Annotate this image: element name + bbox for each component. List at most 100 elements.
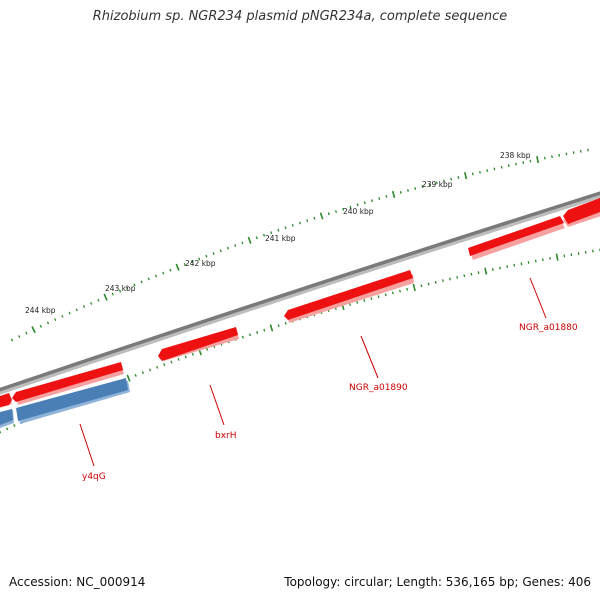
inner-ring-major-tick xyxy=(555,253,559,261)
outer-ring-minor-tick xyxy=(39,324,42,328)
inner-ring-minor-tick xyxy=(156,365,159,369)
inner-ring-minor-tick xyxy=(420,284,423,288)
inner-ring-minor-tick xyxy=(170,360,173,364)
gene-forward-1[interactable] xyxy=(563,198,600,227)
outer-ring-minor-tick xyxy=(46,321,50,325)
gene-ngr-a01880[interactable] xyxy=(468,216,565,260)
outer-ring-minor-tick xyxy=(385,195,388,198)
outer-ring-minor-tick xyxy=(234,244,237,247)
outer-ring-minor-tick xyxy=(370,199,374,203)
outer-ring-minor-tick xyxy=(90,301,93,305)
inner-ring-minor-tick xyxy=(0,430,2,434)
outer-ring-minor-tick xyxy=(349,205,352,209)
outer-ring-minor-tick xyxy=(486,169,489,172)
gene-y4qg[interactable] xyxy=(16,378,130,424)
inner-ring-minor-tick xyxy=(248,333,252,337)
outer-ring-minor-tick xyxy=(18,335,21,339)
inner-ring-minor-tick xyxy=(477,271,480,275)
outer-ring-minor-tick xyxy=(97,298,100,302)
inner-ring-major-tick xyxy=(269,324,274,332)
inner-ring-minor-tick xyxy=(134,373,137,377)
outer-ring-minor-tick xyxy=(262,233,266,237)
inner-ring-minor-tick xyxy=(506,265,509,269)
gene-bxrh[interactable] xyxy=(158,327,239,361)
inner-ring-major-tick xyxy=(126,374,131,382)
gene-y4qg-upstream-forward[interactable] xyxy=(12,362,124,405)
outer-ring-major-tick xyxy=(464,172,468,180)
outer-ring-major-tick xyxy=(175,263,180,271)
outer-ring-minor-tick xyxy=(169,268,172,272)
inner-ring-minor-tick xyxy=(491,268,494,272)
leader-ngr-a01880 xyxy=(529,277,547,319)
backbone-arc xyxy=(0,191,600,392)
gene-left-edge-reverse[interactable] xyxy=(0,409,14,428)
gene-left-edge-forward[interactable] xyxy=(0,393,12,408)
inner-ring-minor-tick xyxy=(177,357,180,361)
outer-ring-minor-tick xyxy=(111,292,114,296)
inner-ring-minor-tick xyxy=(456,275,459,279)
outer-ring-minor-tick xyxy=(443,179,445,183)
outer-ring-minor-tick xyxy=(399,191,402,194)
inner-ring-minor-tick xyxy=(520,262,523,266)
gene-label-y4qg: y4qG xyxy=(82,472,106,482)
map-title: Rhizobium sp. NGR234 plasmid pNGR234a, c… xyxy=(92,9,508,24)
inner-ring-minor-tick xyxy=(470,272,473,276)
inner-ring-minor-tick xyxy=(463,274,466,278)
inner-ring-minor-tick xyxy=(527,261,530,264)
outer-ring-minor-tick xyxy=(75,308,78,312)
outer-ring-minor-tick xyxy=(277,228,280,232)
inner-ring-minor-tick xyxy=(384,293,387,297)
inner-ring-minor-tick xyxy=(399,289,401,293)
inner-ring-minor-tick xyxy=(499,266,501,270)
outer-ring-minor-tick xyxy=(162,271,165,275)
outer-ring-minor-tick xyxy=(334,210,338,213)
inner-ring-major-tick xyxy=(412,283,416,292)
outer-ring-minor-tick xyxy=(522,161,525,165)
scale-label-242: 242 kbp xyxy=(185,259,216,268)
inner-ring-minor-tick xyxy=(441,279,444,283)
inner-ring-minor-tick xyxy=(13,424,16,428)
outer-ring-minor-tick xyxy=(126,286,129,290)
inner-ring-minor-tick xyxy=(370,297,373,300)
inner-tick-ring xyxy=(0,248,600,434)
outer-ring-minor-tick xyxy=(407,189,409,192)
outer-ring-minor-tick xyxy=(342,207,345,211)
outer-ring-minor-tick xyxy=(298,221,302,225)
inner-ring-minor-tick xyxy=(541,258,544,262)
leader-ngr-a01890 xyxy=(360,335,379,379)
outer-ring-minor-tick xyxy=(255,236,258,240)
inner-ring-minor-tick xyxy=(356,301,359,304)
outer-ring-minor-tick xyxy=(471,172,474,176)
outer-ring-minor-tick xyxy=(241,241,244,245)
outer-ring-minor-tick xyxy=(414,187,417,190)
outer-ring-minor-tick xyxy=(198,257,201,261)
outer-ring-minor-tick xyxy=(284,226,287,230)
gene-label-ngr-a01880: NGR_a01880 xyxy=(519,323,578,333)
outer-ring-minor-tick xyxy=(68,311,71,315)
inner-ring-minor-tick xyxy=(277,324,280,328)
outer-ring-minor-tick xyxy=(226,246,230,250)
outer-ring-minor-tick xyxy=(356,203,359,207)
outer-ring-minor-tick xyxy=(493,167,496,171)
scale-label-238: 238 kbp xyxy=(500,151,531,160)
topology-summary: Topology: circular; Length: 536,165 bp; … xyxy=(284,575,591,589)
outer-ring-major-tick xyxy=(31,326,36,334)
outer-ring-minor-tick xyxy=(507,164,510,168)
inner-ring-minor-tick xyxy=(148,368,152,372)
inner-ring-minor-tick xyxy=(363,299,366,302)
outer-ring-minor-tick xyxy=(551,155,553,159)
outer-ring-minor-tick xyxy=(54,318,57,322)
outer-ring-minor-tick xyxy=(183,263,186,266)
outer-ring-minor-tick xyxy=(457,175,460,179)
outer-ring-minor-tick xyxy=(500,165,503,169)
outer-ring-minor-tick xyxy=(479,170,481,174)
gene-ngr-a01890[interactable] xyxy=(284,270,414,323)
outer-ring-minor-tick xyxy=(25,331,28,335)
outer-ring-minor-tick xyxy=(378,197,381,200)
leader-bxrh xyxy=(209,384,225,426)
gene-label-bxrh: bxrH xyxy=(215,431,237,441)
outer-ring-minor-tick xyxy=(421,185,424,189)
outer-ring-minor-tick xyxy=(212,252,215,255)
inner-ring-minor-tick xyxy=(241,335,244,339)
